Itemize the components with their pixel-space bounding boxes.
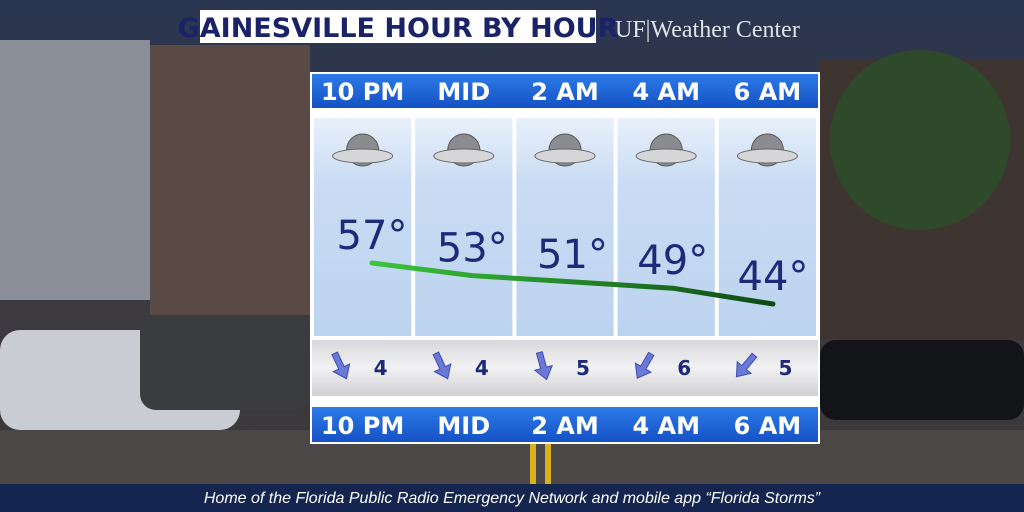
wind-speed: 4 (374, 356, 388, 380)
arrow (533, 351, 554, 381)
hour-label: MID (437, 78, 490, 106)
cloud (635, 148, 697, 164)
hour-label: 2 AM (531, 412, 599, 440)
arrow (331, 351, 351, 380)
wind-arrow (331, 351, 351, 380)
cloud (332, 148, 394, 164)
wind-arrow (533, 351, 554, 381)
wind-speed: 4 (475, 356, 489, 380)
weather-icon (534, 133, 596, 167)
hour-label: 10 PM (321, 412, 404, 440)
cloud (534, 148, 596, 164)
title: GAINESVILLE HOUR BY HOUR (178, 13, 619, 44)
tree (830, 50, 1010, 230)
car (140, 315, 310, 410)
top-band (312, 74, 818, 108)
weather-icon (635, 133, 697, 167)
bottom-band (312, 407, 818, 442)
arrow (634, 351, 655, 379)
temperature-line (369, 260, 776, 307)
title-box (200, 10, 596, 43)
temperature-label: 49° (637, 238, 708, 284)
wind-row (312, 340, 818, 396)
arrow (432, 351, 452, 380)
weather-icon (332, 133, 394, 167)
footer-bar (0, 484, 1024, 512)
wind-arrow (735, 352, 758, 378)
arrow (735, 352, 758, 378)
hour-label: MID (437, 412, 490, 440)
brand: UF|Weather Center (615, 17, 800, 43)
building (150, 45, 310, 315)
road-line (530, 442, 536, 484)
cloud (736, 148, 798, 164)
footer-text: Home of the Florida Public Radio Emergen… (204, 490, 821, 507)
hour-label: 10 PM (321, 78, 404, 106)
hour-label: 2 AM (531, 78, 599, 106)
road-line (545, 442, 551, 484)
wind-arrow (432, 351, 452, 380)
hour-label: 4 AM (632, 412, 700, 440)
car (820, 340, 1024, 420)
building (0, 40, 150, 300)
hour-label: 6 AM (734, 412, 802, 440)
weather-icon (736, 133, 798, 167)
hour-label: 6 AM (734, 78, 802, 106)
hour-label: 4 AM (632, 78, 700, 106)
cloud (433, 148, 495, 164)
temperature-label: 44° (738, 254, 809, 300)
weather-icon (433, 133, 495, 167)
temperature-label: 51° (537, 232, 608, 278)
wind-speed: 6 (677, 356, 691, 380)
wind-speed: 5 (778, 356, 792, 380)
wind-arrow (634, 351, 655, 379)
temperature-label: 57° (337, 213, 408, 259)
temperature-label: 53° (437, 226, 508, 272)
wind-speed: 5 (576, 356, 590, 380)
